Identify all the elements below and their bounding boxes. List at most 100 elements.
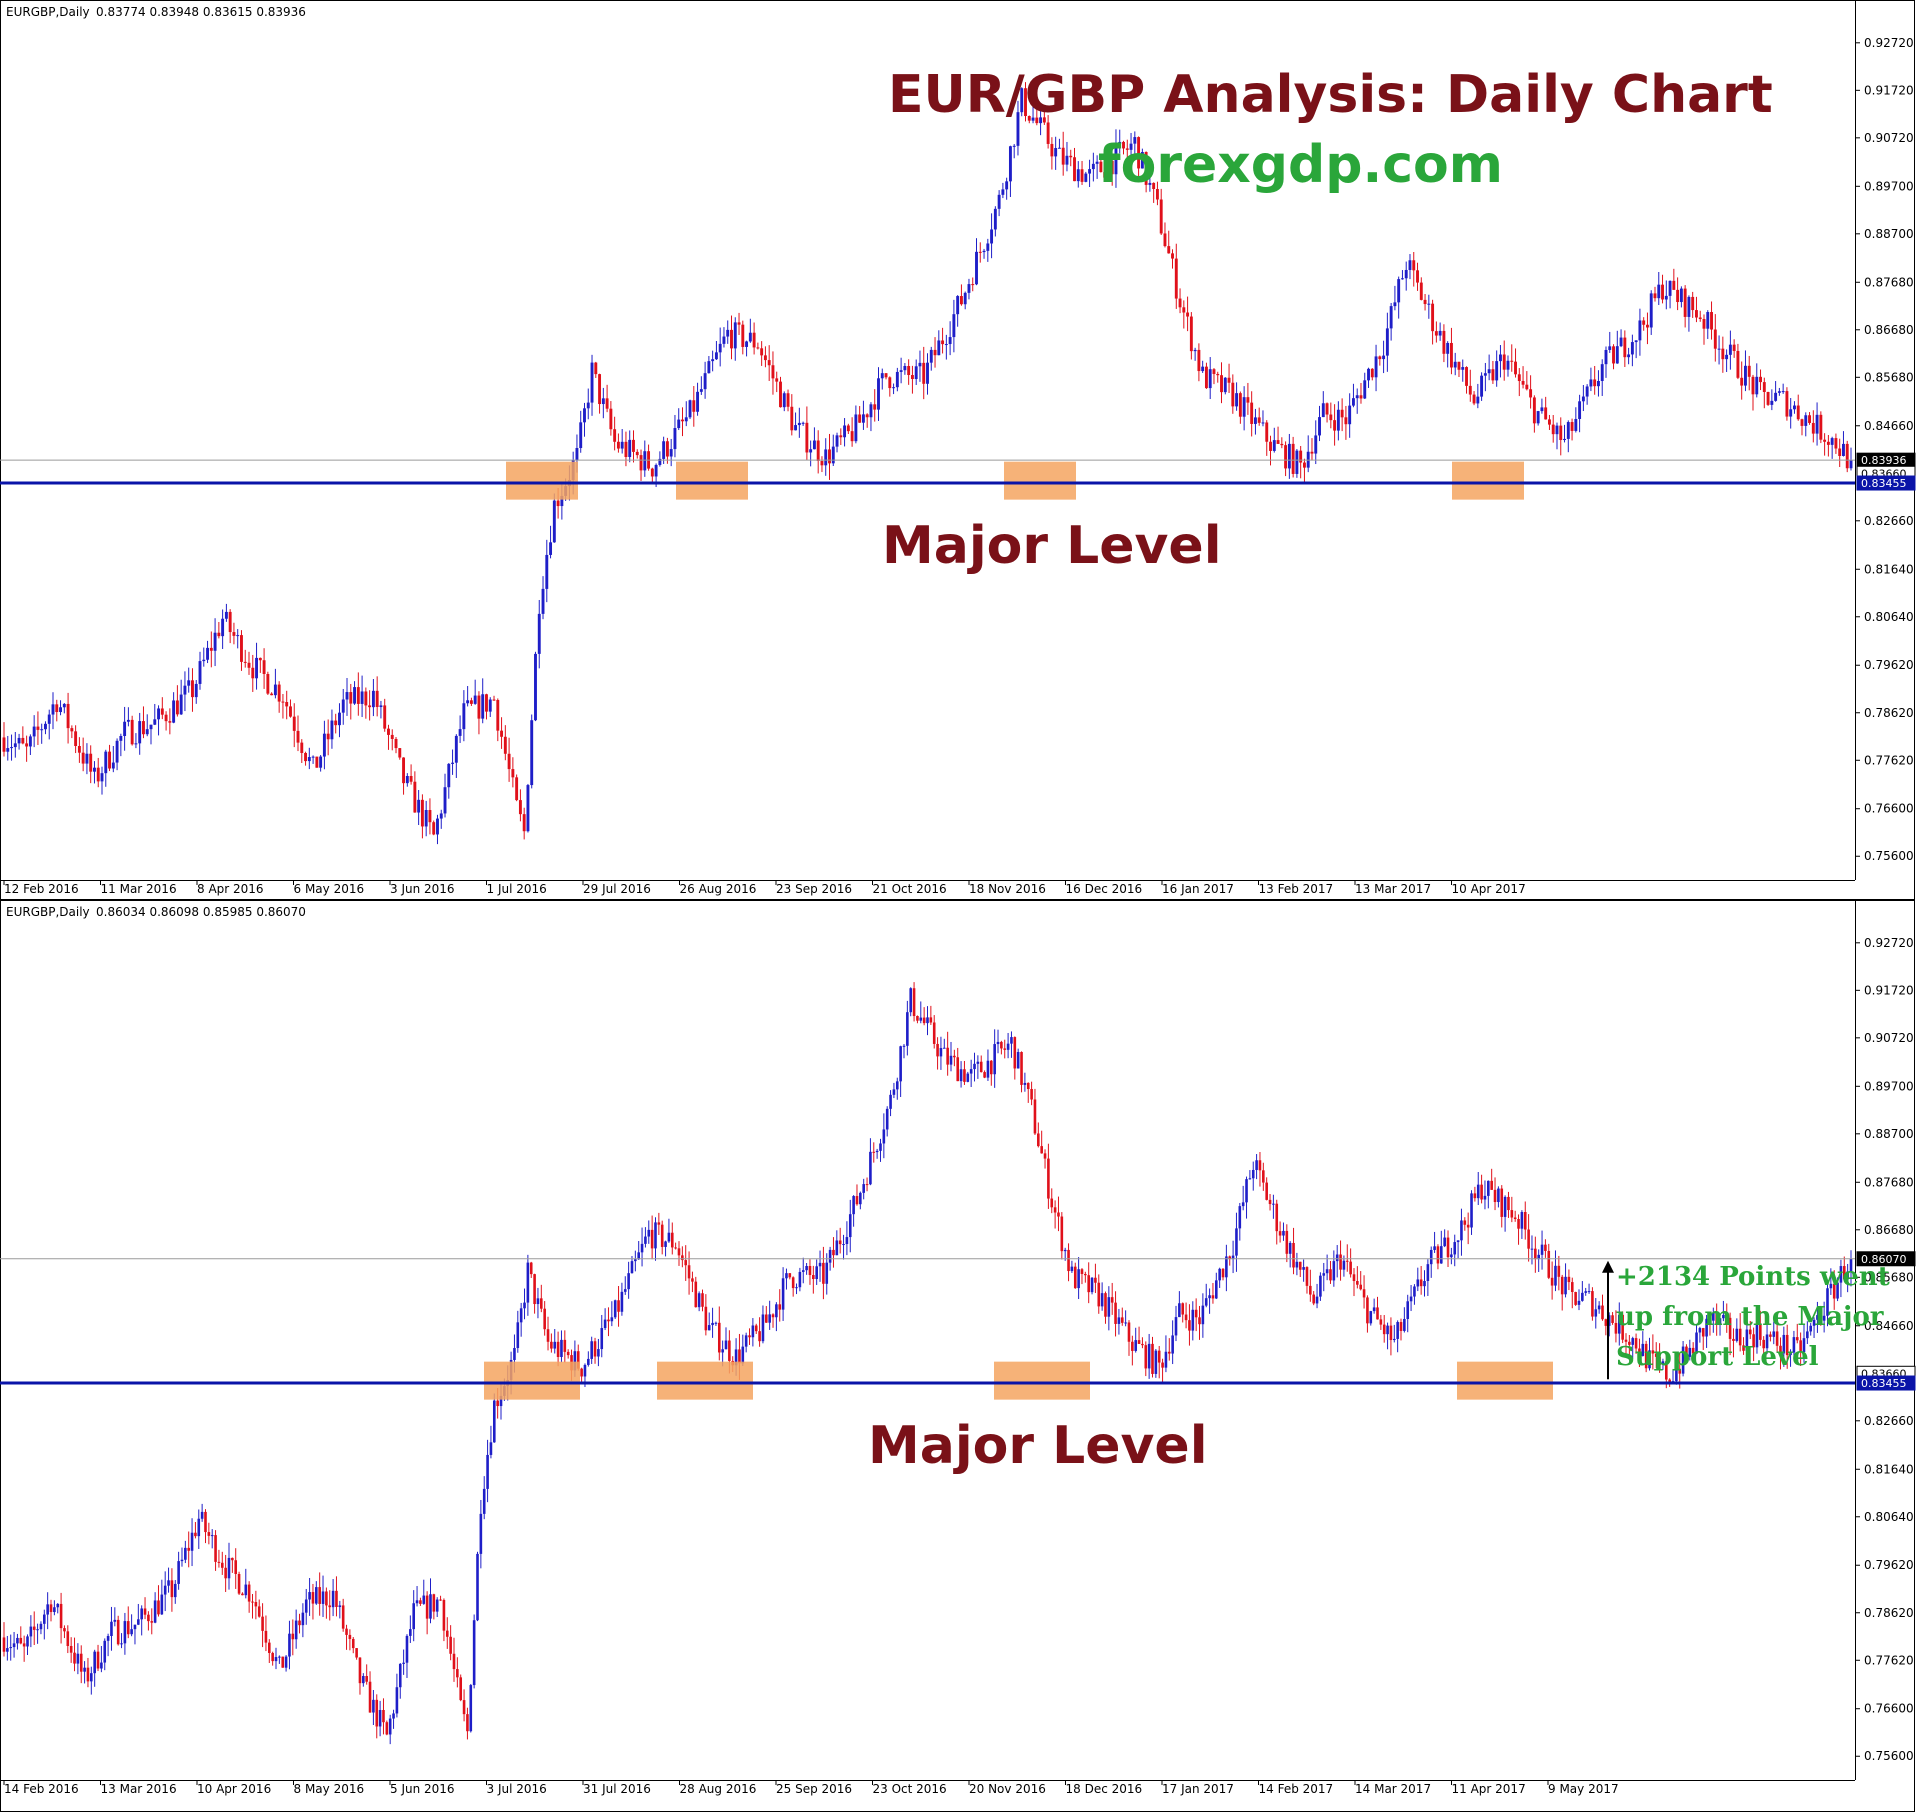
- candle-bull: [667, 1232, 671, 1242]
- candle-bull: [110, 1621, 113, 1636]
- candle-bull: [1114, 144, 1118, 175]
- candle-bear: [1104, 1293, 1107, 1317]
- candle-bull: [1012, 145, 1016, 147]
- candle-bear: [1713, 329, 1717, 349]
- candle-bull: [1789, 409, 1793, 417]
- candle-bear: [292, 716, 296, 731]
- candle-bear: [1198, 1317, 1201, 1325]
- candle-bear: [364, 691, 368, 706]
- candle-bear: [19, 1637, 23, 1644]
- candle-bull: [1090, 1277, 1094, 1293]
- candle-bear: [910, 375, 914, 380]
- candle-bear: [767, 360, 771, 366]
- candle-bear: [89, 753, 93, 772]
- candle-bear: [1378, 356, 1382, 360]
- candle-bull: [1023, 1082, 1027, 1085]
- candle-bull: [1006, 1043, 1010, 1050]
- candle-bear: [220, 1562, 224, 1568]
- candle-bull: [1456, 1240, 1460, 1243]
- candle-bear: [1544, 1244, 1547, 1251]
- candle-bear: [1042, 117, 1046, 123]
- candle-bull: [1849, 460, 1853, 469]
- candle-bear: [593, 1341, 597, 1357]
- candle-bear: [1463, 1220, 1467, 1225]
- candle-bear: [1621, 1314, 1624, 1340]
- candle-bull: [644, 1236, 647, 1244]
- candle-bull: [6, 1648, 9, 1652]
- candle-bull: [1566, 422, 1570, 439]
- candle-bull: [902, 1045, 906, 1047]
- candle-bull: [56, 1603, 60, 1608]
- candle-bull: [1396, 1322, 1399, 1339]
- candle-bear: [1379, 1319, 1383, 1325]
- candle-bull: [880, 373, 884, 379]
- candle-bear: [1646, 324, 1649, 328]
- candle-bull: [534, 653, 537, 721]
- candle-bear: [326, 733, 330, 740]
- candle-bull: [32, 726, 36, 737]
- candle-bear: [1292, 1242, 1295, 1268]
- candle-bull: [1238, 1206, 1242, 1229]
- candle-bull: [492, 1400, 496, 1443]
- candle-bull: [1536, 411, 1540, 424]
- candle-bear: [1493, 1189, 1497, 1203]
- candle-bear: [150, 1621, 154, 1623]
- candle-bull: [590, 1341, 593, 1359]
- candle-bull: [848, 1214, 852, 1238]
- candle-bear: [1285, 1230, 1289, 1254]
- candle-bull: [1480, 375, 1484, 397]
- candle-bull: [1735, 1328, 1739, 1341]
- candle-bear: [1027, 116, 1031, 121]
- candle-bear: [341, 1605, 345, 1629]
- candle-bull: [190, 1532, 194, 1551]
- candle-bear: [1284, 445, 1288, 469]
- candle-bear: [624, 441, 628, 457]
- candle-bull: [301, 1612, 305, 1626]
- candle-bull: [862, 1184, 865, 1193]
- candle-bull: [1342, 1260, 1346, 1270]
- candle-bull: [1117, 1317, 1121, 1324]
- candle-bear: [1087, 1275, 1090, 1293]
- candle-bull: [473, 695, 477, 704]
- candle-bear: [1436, 1246, 1440, 1264]
- candle-bear: [1257, 417, 1261, 423]
- candle-bull: [1774, 392, 1778, 401]
- candle-bull: [1084, 173, 1088, 182]
- candle-bull: [284, 1656, 288, 1668]
- candle-bear: [143, 1608, 147, 1615]
- candle-bull: [345, 692, 349, 700]
- candle-bull: [877, 378, 880, 410]
- candle-bear: [1423, 299, 1427, 305]
- candle-bear: [1329, 1269, 1332, 1281]
- candle-bull: [601, 398, 605, 405]
- candle-bear: [291, 1633, 295, 1640]
- candle-bear: [1268, 1199, 1272, 1205]
- candle-bear: [1838, 448, 1842, 456]
- candle-bear: [241, 1593, 244, 1596]
- y-tick-label: 0.79620: [1864, 1558, 1914, 1572]
- candle-bear: [1510, 360, 1514, 362]
- candle-bull: [1587, 1291, 1591, 1293]
- candle-bear: [1721, 348, 1725, 360]
- candle-bull: [798, 1271, 802, 1288]
- candle-bear: [1517, 374, 1521, 382]
- candle-bear: [1759, 1324, 1762, 1340]
- candle-bear: [1529, 389, 1533, 398]
- price-tag: [1856, 475, 1916, 491]
- candle-bear: [243, 661, 247, 663]
- candle-bull: [926, 362, 929, 384]
- candle-bear: [865, 1184, 869, 1186]
- candle-bull: [1809, 1325, 1813, 1332]
- candle-bear: [1500, 1188, 1504, 1217]
- candle-bear: [1216, 373, 1220, 376]
- candle-bull: [775, 1304, 778, 1318]
- candle-bear: [130, 719, 134, 745]
- candle-bull: [714, 1322, 718, 1324]
- candle-bull: [842, 1244, 845, 1246]
- x-tick-label: 13 Mar 2016: [101, 1782, 177, 1796]
- candle-bear: [79, 1653, 83, 1672]
- candle-bull: [1476, 1184, 1480, 1199]
- candle-bear: [1715, 1312, 1718, 1324]
- candle-bull: [479, 1513, 483, 1554]
- candle-bear: [1073, 157, 1076, 182]
